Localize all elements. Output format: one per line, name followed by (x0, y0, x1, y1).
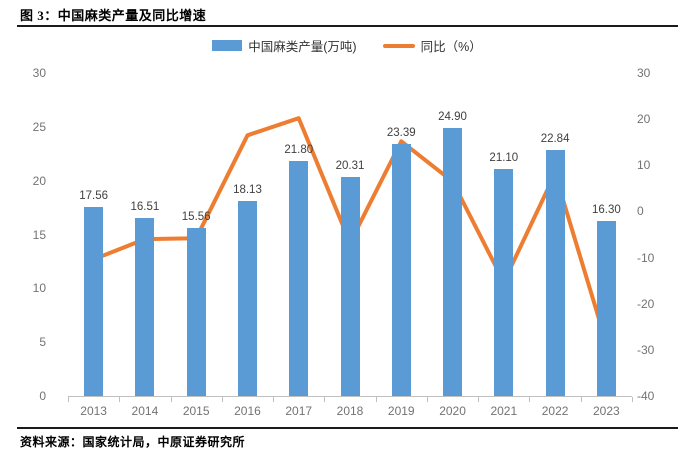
bar (391, 144, 411, 396)
bar (237, 200, 257, 396)
legend-label-yoy: 同比（%） (420, 40, 482, 54)
left-axis-tick-label: 15 (32, 227, 46, 242)
bar (340, 177, 360, 396)
bar (596, 220, 616, 396)
bar (494, 168, 514, 396)
bar-value-label: 18.13 (233, 183, 262, 196)
left-axis-tick-label: 25 (32, 119, 46, 134)
bar (186, 228, 206, 396)
x-axis-tick (170, 397, 172, 402)
bar (443, 127, 463, 396)
year-label: 2013 (80, 404, 107, 418)
legend: 中国麻类产量(万吨) 同比（%） (0, 36, 694, 55)
x-axis-tick (580, 397, 582, 402)
right-axis-tick-label: -30 (637, 342, 655, 357)
right-axis-tick-label: -10 (637, 250, 655, 265)
source-note: 资料来源：国家统计局，中原证券研究所 (20, 435, 246, 449)
left-axis-tick-label: 10 (32, 281, 46, 296)
legend-item-production: 中国麻类产量(万吨) (212, 36, 357, 55)
bar-value-label: 22.84 (540, 133, 570, 146)
year-label: 2016 (234, 404, 261, 418)
bar (289, 161, 309, 396)
bar-value-label: 23.39 (386, 127, 416, 140)
left-axis-tick-label: 30 (32, 66, 46, 80)
x-axis-line (68, 396, 632, 397)
year-label: 2022 (541, 404, 569, 418)
left-axis-tick-label: 20 (32, 173, 46, 188)
year-label: 2014 (131, 404, 159, 418)
figure-title: 图 3：中国麻类产量及同比增速 (20, 8, 207, 23)
year-label: 2017 (285, 404, 313, 418)
bar (135, 218, 155, 396)
x-axis-tick (632, 397, 633, 402)
year-label: 2020 (439, 404, 466, 418)
bar-value-label: 20.31 (335, 160, 365, 173)
year-label: 2018 (336, 404, 364, 418)
legend-label-production: 中国麻类产量(万吨) (248, 40, 357, 54)
year-label: 2015 (182, 404, 210, 418)
right-axis-tick-label: -40 (637, 389, 655, 403)
x-axis-tick (273, 397, 275, 402)
bar (84, 206, 104, 396)
year-label: 2019 (387, 404, 415, 418)
x-axis-tick (478, 397, 480, 402)
legend-item-yoy: 同比（%） (382, 36, 482, 55)
right-axis-tick-label: -20 (637, 296, 655, 311)
bar-value-label: 21.80 (284, 144, 314, 157)
bar (545, 150, 565, 396)
right-axis-tick-label: 0 (637, 204, 644, 219)
x-axis-tick (529, 397, 531, 402)
x-axis-tick (426, 397, 428, 402)
legend-bar-swatch (212, 40, 243, 51)
bar-value-label: 21.10 (489, 151, 519, 164)
legend-line-swatch (382, 43, 415, 48)
bar-value-label: 16.30 (591, 203, 621, 216)
bar-value-label: 17.56 (79, 189, 109, 202)
left-axis-tick-label: 0 (39, 389, 46, 403)
left-axis-tick-label: 5 (39, 335, 46, 350)
bar-value-label: 15.56 (181, 211, 211, 224)
x-axis-tick (324, 397, 326, 402)
x-axis-tick (119, 397, 121, 402)
right-axis-tick-label: 30 (637, 66, 651, 80)
year-label: 2021 (490, 404, 518, 418)
year-label: 2023 (593, 404, 620, 418)
bar-value-label: 16.51 (130, 201, 160, 214)
top-rule (17, 25, 678, 27)
x-axis-tick (375, 397, 377, 402)
bar-value-label: 24.90 (438, 110, 467, 123)
x-axis-tick (68, 397, 69, 402)
x-axis-tick (221, 397, 223, 402)
right-axis-tick-label: 20 (637, 112, 651, 127)
right-axis-tick-label: 10 (637, 158, 651, 173)
bottom-rule (17, 427, 678, 429)
